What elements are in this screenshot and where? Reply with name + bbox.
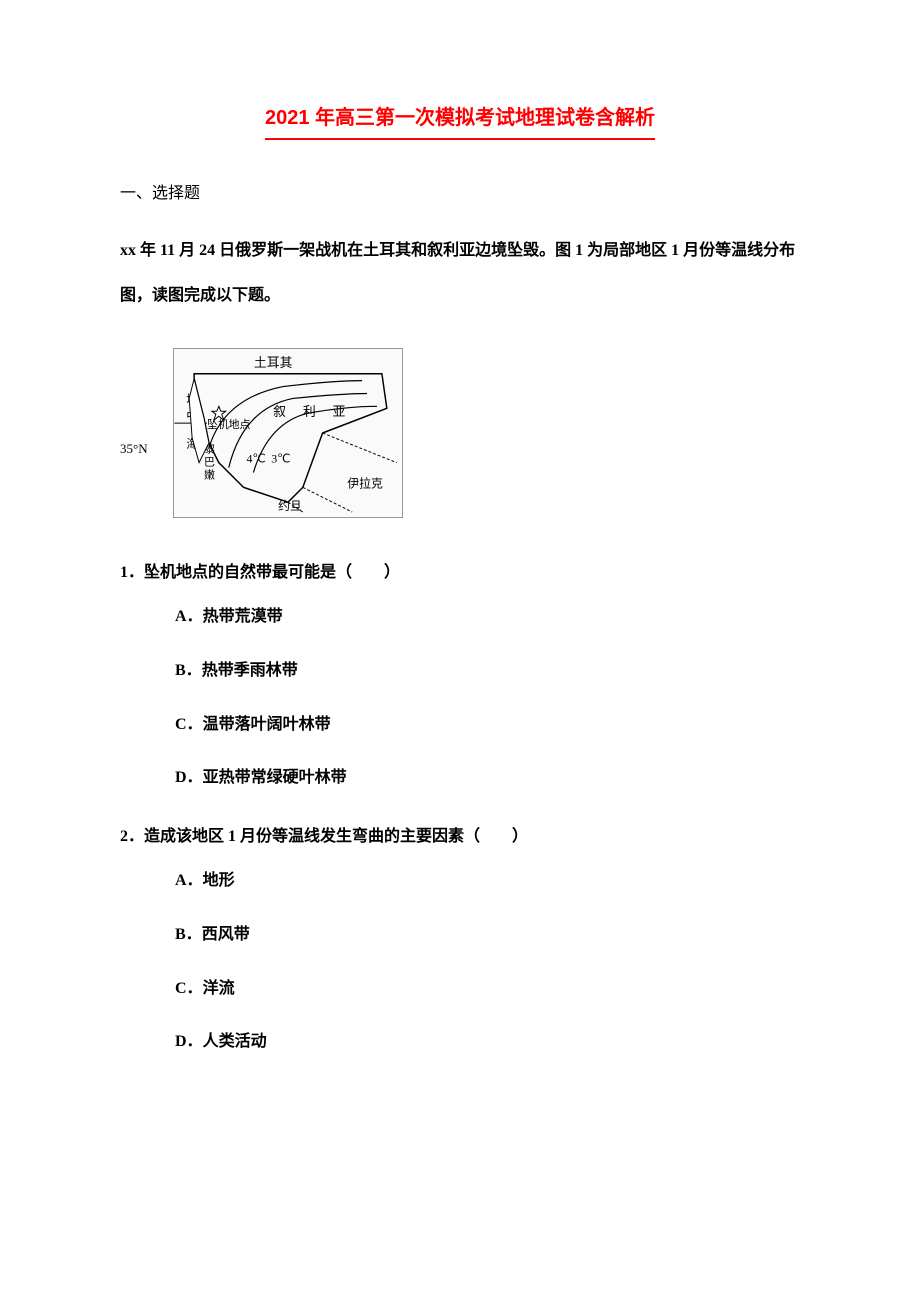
q2-option-c: C．洋流 — [175, 975, 800, 1004]
map-label-crash: 坠机地点 — [207, 417, 251, 431]
title-container: 2021 年高三第一次模拟考试地理试卷含解析 — [120, 100, 800, 140]
question-2: 2．造成该地区 1 月份等温线发生弯曲的主要因素（ ） A．地形 B．西风带 C… — [120, 823, 800, 1057]
q2-option-a: A．地形 — [175, 867, 800, 896]
q2-d-text: 人类活动 — [203, 1033, 267, 1050]
q2-a-text: 地形 — [203, 872, 235, 889]
q1-text: 坠机地点的自然带最可能是（ ） — [144, 564, 400, 581]
q1-number: 1． — [120, 564, 144, 581]
q1-d-letter: D． — [175, 769, 203, 786]
q2-b-letter: B． — [175, 926, 202, 943]
q2-option-d: D．人类活动 — [175, 1028, 800, 1057]
map-figure: 土耳其 地 中 海 坠机地点 叙 利 亚 黎 巴 嫩 约旦 伊拉克 4℃ 3℃ — [173, 348, 403, 529]
q2-b-text: 西风带 — [202, 926, 250, 943]
map-iso-3c: 3℃ — [271, 452, 290, 466]
q1-option-a: A．热带荒漠带 — [175, 603, 800, 632]
map-label-jordan: 约旦 — [278, 499, 302, 513]
context-paragraph: xx 年 11 月 24 日俄罗斯一架战机在土耳其和叙利亚边境坠毁。图 1 为局… — [120, 229, 800, 319]
q1-option-d: D．亚热带常绿硬叶林带 — [175, 764, 800, 793]
map-label-syria-1: 叙 — [273, 406, 286, 420]
latitude-label: 35°N — [120, 437, 148, 460]
q1-c-letter: C． — [175, 716, 203, 733]
map-label-turkey: 土耳其 — [254, 356, 293, 370]
map-label-syria-2: 利 — [302, 406, 315, 420]
q1-option-c: C．温带落叶阔叶林带 — [175, 711, 800, 740]
question-1: 1．坠机地点的自然带最可能是（ ） A．热带荒漠带 B．热带季雨林带 C．温带落… — [120, 559, 800, 793]
page-title: 2021 年高三第一次模拟考试地理试卷含解析 — [265, 100, 655, 140]
q2-text: 造成该地区 1 月份等温线发生弯曲的主要因素（ ） — [144, 828, 528, 845]
q2-number: 2． — [120, 828, 144, 845]
q2-c-text: 洋流 — [203, 980, 235, 997]
q1-option-b: B．热带季雨林带 — [175, 657, 800, 686]
q1-a-letter: A． — [175, 608, 203, 625]
map-label-lebanon-2: 巴 — [204, 457, 215, 469]
map-iso-4c: 4℃ — [246, 452, 265, 466]
q1-b-text: 热带季雨林带 — [202, 662, 298, 679]
map-label-lebanon-3: 嫩 — [204, 468, 215, 482]
q2-a-letter: A． — [175, 872, 203, 889]
question-1-stem: 1．坠机地点的自然带最可能是（ ） — [120, 559, 800, 588]
q1-d-text: 亚热带常绿硬叶林带 — [203, 769, 347, 786]
section-heading: 一、选择题 — [120, 180, 800, 209]
question-2-stem: 2．造成该地区 1 月份等温线发生弯曲的主要因素（ ） — [120, 823, 800, 852]
syria-map: 土耳其 地 中 海 坠机地点 叙 利 亚 黎 巴 嫩 约旦 伊拉克 4℃ 3℃ — [173, 348, 403, 518]
q2-c-letter: C． — [175, 980, 203, 997]
q1-a-text: 热带荒漠带 — [203, 608, 283, 625]
q1-b-letter: B． — [175, 662, 202, 679]
map-label-syria-3: 亚 — [332, 406, 345, 420]
q2-d-letter: D． — [175, 1033, 203, 1050]
q1-c-text: 温带落叶阔叶林带 — [203, 716, 331, 733]
q2-option-b: B．西风带 — [175, 921, 800, 950]
map-label-iraq: 伊拉克 — [347, 477, 383, 491]
map-row: 35°N 土耳其 地 中 海 坠机地点 叙 — [120, 338, 800, 559]
